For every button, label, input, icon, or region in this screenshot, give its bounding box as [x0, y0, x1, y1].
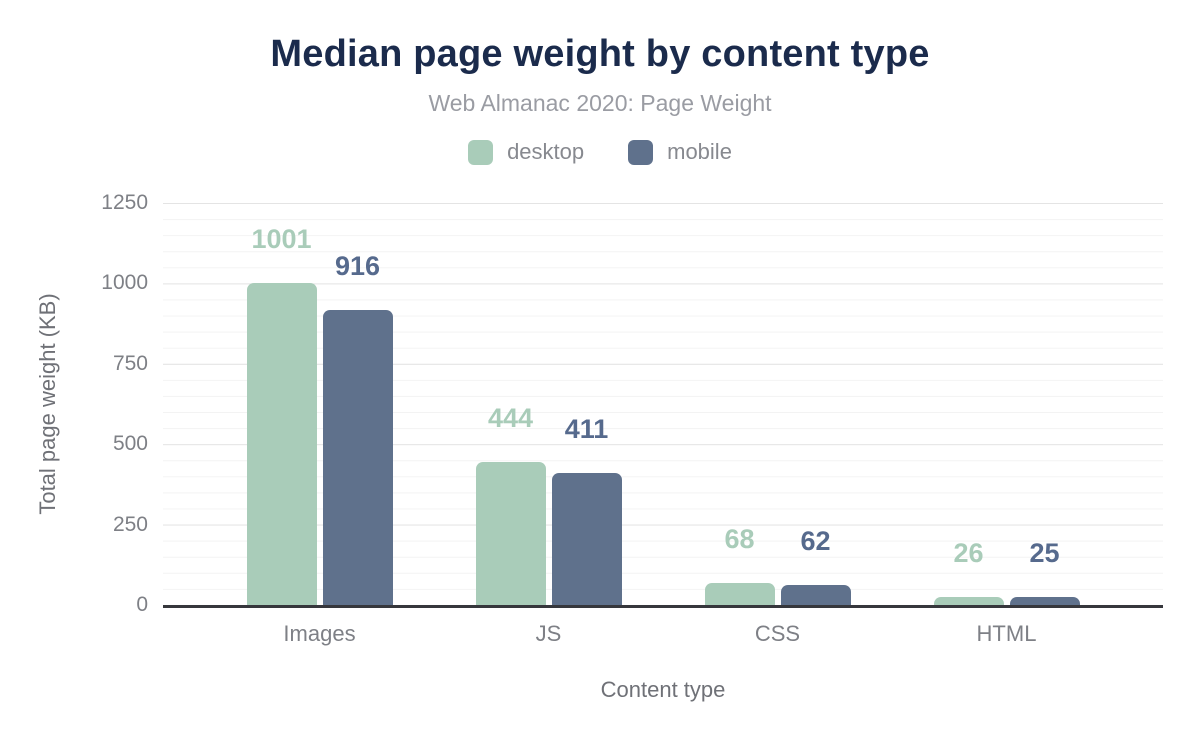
y-tick-label: 250: [112, 512, 148, 536]
desktop-swatch-icon: [468, 139, 494, 165]
desktop-bar-images[interactable]: [246, 283, 317, 605]
chart-subtitle: Web Almanac 2020: Page Weight: [428, 90, 772, 116]
bar-group-images: 1001 916: [205, 203, 434, 605]
x-tick-label: JS: [535, 621, 562, 646]
desktop-bar-css[interactable]: [704, 583, 775, 605]
bar-value-label: 1001: [251, 224, 312, 254]
bar-group-css: 68 62: [663, 203, 892, 605]
bar-value-label: 25: [1029, 538, 1060, 568]
y-tick-label: 1000: [101, 271, 148, 295]
legend-label: mobile: [667, 139, 732, 164]
plot-area: 1001 916 444 411 68 62 26 25: [163, 203, 1163, 608]
bar-value-label: 68: [724, 524, 755, 554]
bar-column: 25: [1009, 538, 1080, 605]
bar-column: 62: [780, 526, 851, 605]
y-tick-label: 500: [112, 432, 148, 456]
bar-value-label: 411: [564, 414, 609, 444]
bar-column: 444: [475, 403, 546, 605]
bar-group-html: 26 25: [892, 203, 1121, 605]
chart-title: Median page weight by content type: [270, 33, 930, 75]
bar-groups: 1001 916 444 411 68 62 26 25: [163, 203, 1163, 605]
mobile-swatch-icon: [628, 139, 654, 165]
x-tick-label: Images: [283, 621, 356, 646]
bar-column: 916: [322, 251, 393, 605]
desktop-bar-js[interactable]: [475, 462, 546, 605]
x-tick-label: CSS: [754, 621, 801, 646]
bar-value-label: 26: [953, 538, 984, 568]
mobile-bar-html[interactable]: [1009, 597, 1080, 605]
mobile-bar-js[interactable]: [551, 473, 622, 605]
bar-column: 26: [933, 538, 1004, 605]
mobile-bar-css[interactable]: [780, 585, 851, 605]
legend-item-mobile[interactable]: mobile: [628, 139, 732, 165]
x-tick-label: HTML: [976, 621, 1037, 646]
bar-column: 68: [704, 524, 775, 605]
bar-column: 411: [551, 414, 622, 605]
bar-value-label: 916: [334, 251, 381, 281]
mobile-bar-images[interactable]: [322, 310, 393, 605]
bar-group-js: 444 411: [434, 203, 663, 605]
y-tick-label: 1250: [101, 191, 148, 214]
x-axis-ticks: Images JS CSS HTML: [163, 621, 1163, 647]
legend-label: desktop: [507, 139, 585, 164]
legend-item-desktop[interactable]: desktop: [468, 139, 584, 165]
bar-value-label: 62: [800, 526, 831, 556]
bar-column: 1001: [246, 224, 317, 605]
x-axis-title: Content type: [600, 677, 726, 702]
y-axis-ticks: 0 250 500 750 1000 1250: [0, 191, 148, 616]
y-tick-label: 750: [112, 351, 148, 375]
desktop-bar-html[interactable]: [933, 597, 1004, 605]
bar-value-label: 444: [487, 403, 534, 433]
y-tick-label: 0: [136, 593, 148, 616]
chart-legend: desktop mobile: [0, 139, 1200, 165]
